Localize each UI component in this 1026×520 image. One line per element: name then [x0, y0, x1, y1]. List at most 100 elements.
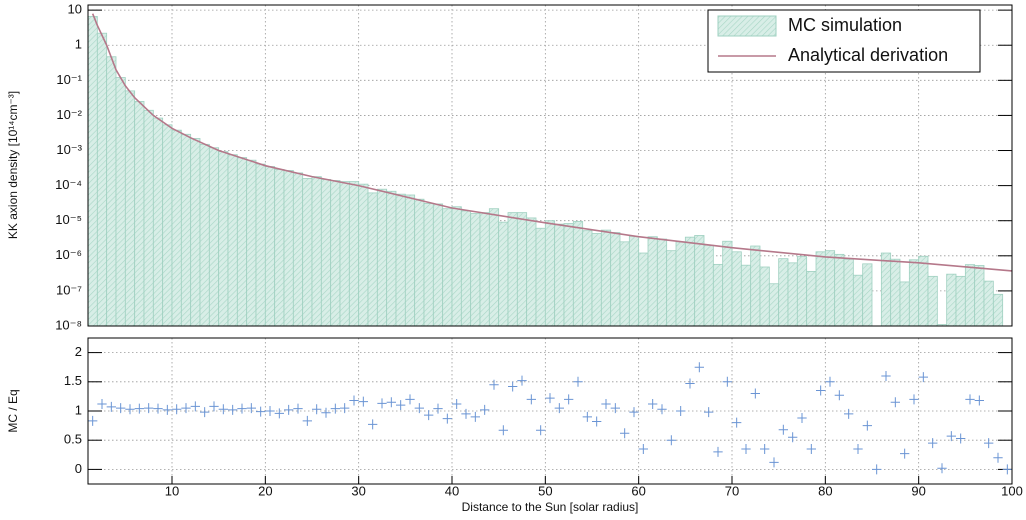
y-tick-label: 10⁻³	[56, 142, 82, 157]
y-axis-label: MC / Eq	[6, 389, 20, 432]
ratio-marker	[806, 443, 816, 454]
histogram-bar	[124, 90, 136, 327]
y-tick-label: 10⁻⁸	[55, 317, 82, 332]
histogram-bar	[806, 270, 817, 327]
histogram-bar	[311, 176, 322, 327]
ratio-marker	[676, 406, 686, 416]
histogram-bar	[451, 206, 462, 327]
histogram-bar	[983, 280, 994, 327]
ratio-marker	[125, 404, 135, 415]
ratio-marker	[396, 400, 406, 411]
histogram-bar	[479, 212, 490, 327]
ratio-marker	[88, 415, 98, 426]
histogram-bar	[208, 147, 220, 327]
ratio-marker	[816, 385, 826, 396]
ratio-marker	[256, 406, 266, 417]
histogram-bar	[152, 117, 164, 327]
ratio-marker	[508, 381, 518, 392]
plot-frame	[87, 337, 1013, 485]
ratio-marker	[265, 406, 275, 416]
ratio-marker	[918, 372, 928, 383]
ratio-marker	[965, 394, 975, 405]
ratio-marker	[778, 424, 788, 435]
histogram-bar	[834, 253, 845, 327]
ratio-marker	[741, 443, 751, 454]
ratio-marker	[312, 404, 322, 415]
ratio-marker	[713, 446, 723, 457]
histogram-bar	[460, 210, 472, 327]
histogram-bar	[236, 157, 248, 327]
y-tick-label: 1.5	[64, 373, 82, 388]
histogram-bar	[442, 208, 453, 327]
histogram-bar	[292, 172, 304, 327]
x-tick-label: 80	[818, 483, 832, 498]
histogram-bar	[880, 252, 892, 327]
histogram-bar	[815, 251, 826, 327]
histogram-bar	[180, 133, 192, 327]
histogram-bar	[320, 179, 332, 327]
ratio-marker	[946, 431, 956, 442]
ratio-marker	[648, 398, 658, 409]
ratio-marker	[134, 403, 144, 414]
y-tick-label: 10⁻¹	[56, 72, 82, 87]
ratio-marker	[909, 394, 919, 405]
histogram-bar	[610, 232, 621, 327]
ratio-marker	[610, 403, 620, 414]
ratio-marker	[1002, 464, 1012, 475]
x-tick-label: 100	[1001, 483, 1023, 498]
ratio-marker	[862, 420, 872, 431]
histogram-bar	[507, 212, 518, 327]
ratio-marker	[844, 408, 854, 419]
ratio-marker	[657, 404, 667, 415]
ratio-marker	[554, 403, 564, 414]
histogram-bar	[778, 258, 789, 327]
ratio-marker	[993, 452, 1003, 463]
ratio-marker	[116, 403, 126, 414]
plot-frame	[87, 4, 1013, 327]
ratio-marker	[405, 394, 415, 405]
histogram-bar	[582, 230, 593, 327]
histogram-bar	[862, 263, 873, 327]
ratio-marker	[106, 401, 116, 412]
ratio-marker	[937, 463, 947, 474]
histogram-bar	[498, 221, 509, 327]
histogram-bar	[992, 293, 1004, 327]
histogram-bar	[600, 229, 612, 327]
ratio-marker	[834, 390, 844, 401]
histogram-bar	[974, 265, 985, 327]
ratio-marker	[302, 415, 312, 426]
ratio-marker	[218, 404, 228, 415]
y-tick-label: 10⁻⁵	[55, 212, 82, 227]
histogram-bar	[694, 235, 705, 327]
y-tick-label: 10⁻⁴	[55, 177, 82, 192]
histogram-bar	[750, 245, 761, 327]
y-tick-label: 10⁻⁶	[55, 247, 82, 262]
ratio-marker	[321, 407, 331, 418]
x-tick-label: 50	[538, 483, 552, 498]
ratio-marker	[97, 398, 107, 409]
ratio-marker	[620, 428, 630, 439]
ratio-marker	[480, 404, 490, 415]
histogram-bar	[516, 212, 528, 327]
ratio-marker	[825, 376, 835, 387]
y-tick-label: 10	[68, 2, 82, 17]
histogram-bar	[339, 181, 350, 327]
ratio-marker	[368, 419, 378, 430]
histogram-bar	[843, 258, 854, 327]
histogram-bar	[554, 223, 565, 327]
histogram-bar	[423, 203, 434, 327]
ratio-marker	[536, 425, 546, 436]
ratio-marker	[424, 410, 434, 421]
histogram-bar	[768, 283, 780, 327]
ratio-marker	[956, 433, 966, 444]
histogram-bar	[684, 236, 696, 327]
y-tick-label: 10⁻²	[56, 107, 82, 122]
ratio-marker	[788, 432, 798, 443]
x-axis-label: Distance to the Sun [solar radius]	[462, 500, 639, 514]
ratio-marker	[592, 416, 602, 427]
ratio-marker	[237, 403, 247, 414]
ratio-marker	[545, 393, 555, 404]
ratio-marker	[340, 403, 350, 414]
histogram-bar	[927, 275, 938, 327]
histogram-bar	[572, 221, 584, 327]
